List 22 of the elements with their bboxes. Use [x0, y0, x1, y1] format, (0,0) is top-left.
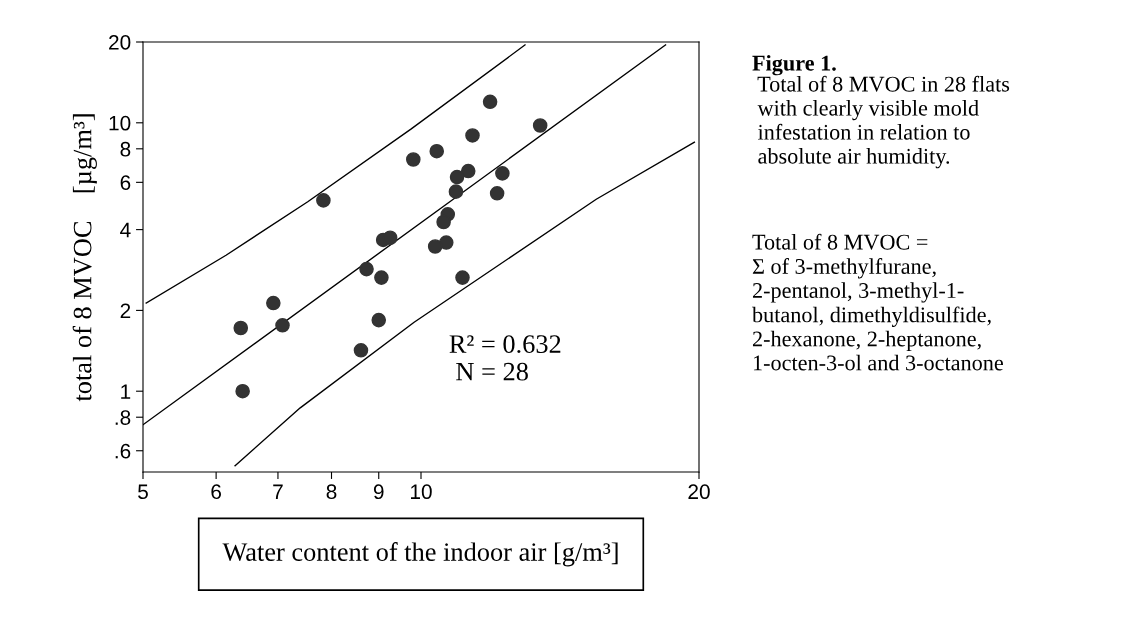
x-axis-title: Water content of the indoor air [g/m³] [222, 542, 618, 567]
y-tick-label: 2 [120, 303, 131, 318]
y-tick-label: 1 [121, 384, 131, 399]
x-tick-label: 9 [373, 484, 384, 500]
y-tick-label: 20 [109, 35, 131, 50]
text: Total of 8 MVOC in 28 flats with clearly visible mold infestation in relation to absolute air humidity. [757, 75, 1010, 169]
x-tick-label: 10 [411, 484, 432, 500]
y-tick-label: 4 [120, 222, 131, 238]
y-tick-label: 8 [120, 141, 131, 157]
x-tick-label: 8 [326, 484, 337, 500]
x-tick-label: 7 [273, 484, 283, 499]
caption: Figure 1. [752, 55, 836, 76]
y-tick-label: 10 [109, 115, 131, 131]
y-axis-title: total of 8 MVOC [µg/m³] [72, 114, 97, 402]
x-tick-label: 5 [138, 484, 148, 500]
x-tick-label: 20 [688, 484, 710, 500]
x-tick-label: 6 [211, 484, 221, 500]
y-tick-label: 6 [120, 175, 131, 191]
annotation: R² = 0.632 N = 28 [449, 335, 561, 381]
y-tick-label: .6 [115, 443, 131, 459]
y-tick-label: .8 [115, 410, 131, 425]
text: Total of 8 MVOC = Σ of 3-methylfurane, 2-pentanol, 3-methyl-1- butanol, dimethyldisulfide, 2-hexanone, 2-heptanone, 1-octen-3-ol and 3-octanone [752, 233, 1003, 371]
